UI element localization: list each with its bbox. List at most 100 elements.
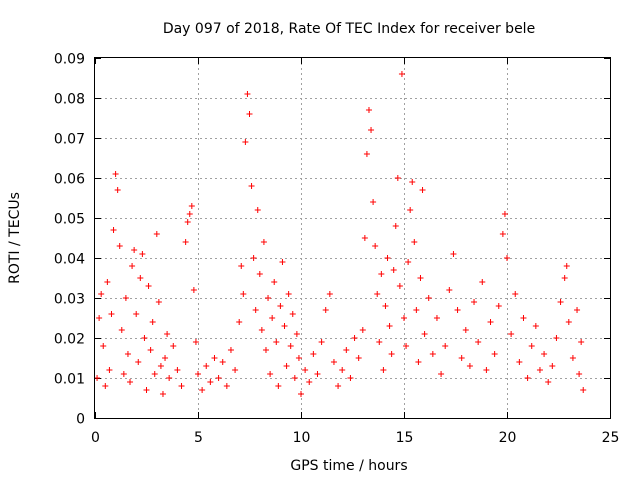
data-point xyxy=(318,339,325,345)
data-point xyxy=(541,351,548,357)
data-point xyxy=(495,303,502,309)
data-point xyxy=(361,235,368,241)
data-point xyxy=(275,383,282,389)
data-point xyxy=(236,319,243,325)
data-point xyxy=(392,223,399,229)
data-point xyxy=(238,263,245,269)
data-point xyxy=(574,307,581,313)
data-point xyxy=(240,291,247,297)
data-point xyxy=(557,299,564,305)
data-point xyxy=(401,315,407,321)
data-point xyxy=(372,243,379,249)
data-point xyxy=(407,207,414,213)
data-point xyxy=(419,187,426,193)
data-point xyxy=(108,311,115,317)
data-point xyxy=(94,375,101,381)
data-point xyxy=(380,367,387,373)
data-point xyxy=(252,307,259,313)
data-point xyxy=(112,171,119,177)
data-point xyxy=(254,207,261,213)
data-point xyxy=(491,351,498,357)
data-point xyxy=(466,363,473,369)
data-point xyxy=(415,359,422,365)
data-point xyxy=(569,355,576,361)
data-point xyxy=(536,367,543,373)
data-point xyxy=(190,287,197,293)
data-point xyxy=(421,331,428,337)
data-point xyxy=(355,355,362,361)
data-point xyxy=(446,287,453,293)
data-point xyxy=(295,355,302,361)
x-tick-label: 25 xyxy=(602,430,620,446)
y-tick-label: 0.07 xyxy=(54,132,85,148)
data-point xyxy=(242,139,249,145)
data-point xyxy=(120,371,127,377)
data-point xyxy=(302,367,309,373)
data-point xyxy=(549,363,556,369)
data-point xyxy=(258,327,265,333)
data-point xyxy=(262,347,269,353)
y-tick-label: 0.06 xyxy=(54,172,85,188)
data-point xyxy=(499,231,506,237)
data-point xyxy=(98,291,105,297)
data-point xyxy=(386,323,393,329)
y-tick-label: 0.08 xyxy=(54,92,85,108)
data-point xyxy=(141,335,148,341)
data-point xyxy=(487,319,494,325)
data-point xyxy=(133,311,140,317)
data-point xyxy=(182,239,189,245)
data-point xyxy=(219,359,226,365)
data-point xyxy=(170,343,177,349)
data-point xyxy=(145,283,152,289)
data-point xyxy=(110,227,117,233)
data-point xyxy=(100,343,107,349)
data-point xyxy=(512,291,519,297)
data-point xyxy=(425,295,432,301)
data-point xyxy=(143,387,150,393)
data-point xyxy=(192,339,199,345)
data-point xyxy=(403,343,410,349)
data-points xyxy=(94,71,587,397)
data-point xyxy=(370,199,377,205)
data-point xyxy=(149,319,156,325)
data-point xyxy=(277,303,284,309)
data-point xyxy=(186,211,193,217)
data-point xyxy=(483,367,490,373)
data-point xyxy=(553,335,560,341)
data-point xyxy=(417,275,424,281)
data-point xyxy=(244,91,251,97)
data-point xyxy=(256,271,263,277)
y-tick-label: 0 xyxy=(76,412,85,428)
data-point xyxy=(162,355,169,361)
data-point xyxy=(155,299,162,305)
data-point xyxy=(306,379,313,385)
data-point xyxy=(246,111,253,117)
data-point xyxy=(458,355,465,361)
y-tick-label: 0.03 xyxy=(54,292,85,308)
data-point xyxy=(250,255,257,261)
data-point xyxy=(528,343,535,349)
data-point xyxy=(520,315,527,321)
data-point xyxy=(378,271,385,277)
data-point xyxy=(116,243,123,249)
data-point xyxy=(429,351,436,357)
y-tick-label: 0.05 xyxy=(54,212,85,228)
data-point xyxy=(563,263,570,269)
data-point xyxy=(396,283,403,289)
data-point xyxy=(265,295,272,301)
data-point xyxy=(127,379,134,385)
data-point xyxy=(413,307,420,313)
data-point xyxy=(124,351,131,357)
data-point xyxy=(438,371,445,377)
data-point xyxy=(365,107,372,113)
data-point xyxy=(174,367,181,373)
data-point xyxy=(157,363,164,369)
data-point xyxy=(279,259,286,265)
data-point xyxy=(376,339,383,345)
data-point xyxy=(96,315,103,321)
data-point xyxy=(508,331,515,337)
data-point xyxy=(409,179,416,185)
data-point xyxy=(281,323,288,329)
data-point xyxy=(326,291,333,297)
